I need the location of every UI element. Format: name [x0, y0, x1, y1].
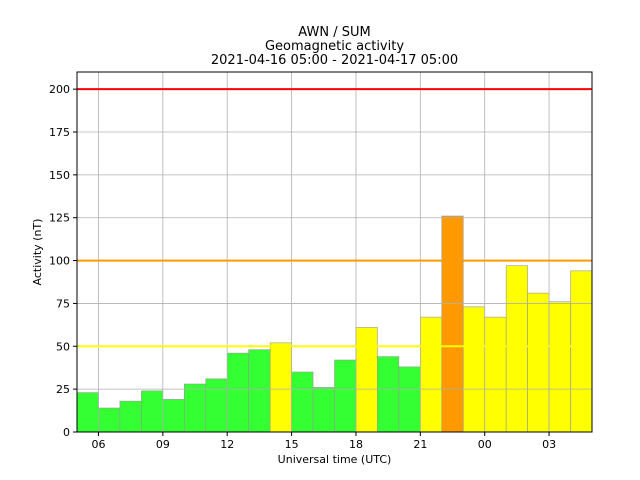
- x-axis-label: Universal time (UTC): [278, 453, 392, 466]
- y-tick-label-75: 75: [56, 297, 70, 310]
- chart-title-line-3: 2021-04-16 05:00 - 2021-04-17 05:00: [210, 53, 459, 68]
- x-tick-label-06: 06: [91, 438, 105, 451]
- y-tick-label-0: 0: [63, 426, 70, 439]
- y-tick-label-200: 200: [49, 83, 70, 96]
- y-axis-label: Activity (nT): [31, 219, 44, 286]
- bar-hour-27: [548, 301, 571, 433]
- bar-hour-28: [570, 270, 593, 433]
- bar-hour-17: [334, 359, 357, 433]
- bar-hour-22: [441, 215, 464, 433]
- y-tick-label-175: 175: [49, 126, 70, 139]
- threshold-lines-group: [77, 88, 592, 348]
- bar-hour-23: [462, 306, 486, 433]
- bar-hour-10: [183, 383, 207, 433]
- x-tick-label-18: 18: [349, 438, 363, 451]
- bar-hour-19: [377, 356, 400, 433]
- bar-hour-16: [312, 387, 335, 433]
- bar-hour-9: [162, 399, 185, 433]
- x-tick-label-00: 00: [478, 438, 492, 451]
- x-tick-label-03: 03: [542, 438, 556, 451]
- y-tick-label-50: 50: [56, 340, 70, 353]
- bar-hour-18: [355, 327, 378, 433]
- bar-hour-6: [98, 407, 121, 433]
- bar-hour-24: [484, 316, 507, 433]
- bar-hour-5: [76, 392, 99, 433]
- chart-title-line-2: Geomagnetic activity: [264, 39, 405, 54]
- bar-hour-15: [291, 371, 314, 433]
- bars-group: [76, 215, 593, 433]
- x-tick-label-15: 15: [285, 438, 299, 451]
- y-tick-label-150: 150: [49, 169, 70, 182]
- plot-frame: [76, 71, 593, 433]
- x-tick-label-21: 21: [413, 438, 427, 451]
- bar-hour-11: [205, 378, 228, 433]
- y-tick-label-25: 25: [56, 383, 70, 396]
- bar-hour-13: [248, 349, 271, 433]
- bar-hour-21: [420, 316, 443, 433]
- bar-hour-7: [119, 400, 142, 433]
- bar-hour-14: [269, 342, 292, 433]
- x-axis-ticks: 06 09 12 15 18 21 00 03: [91, 432, 556, 451]
- bar-hour-25: [505, 265, 528, 433]
- y-axis-ticks: 0 25 50 75 100 125 150 175 200: [49, 83, 77, 439]
- x-tick-label-09: 09: [156, 438, 170, 451]
- x-tick-label-12: 12: [220, 438, 234, 451]
- bar-hour-26: [527, 292, 550, 433]
- chart-title-line-1: AWN / SUM: [298, 25, 371, 40]
- y-tick-label-100: 100: [49, 255, 70, 268]
- bar-hour-20: [398, 366, 421, 433]
- bar-hour-12: [226, 352, 249, 433]
- bar-hour-8: [141, 390, 164, 433]
- y-tick-label-125: 125: [49, 212, 70, 225]
